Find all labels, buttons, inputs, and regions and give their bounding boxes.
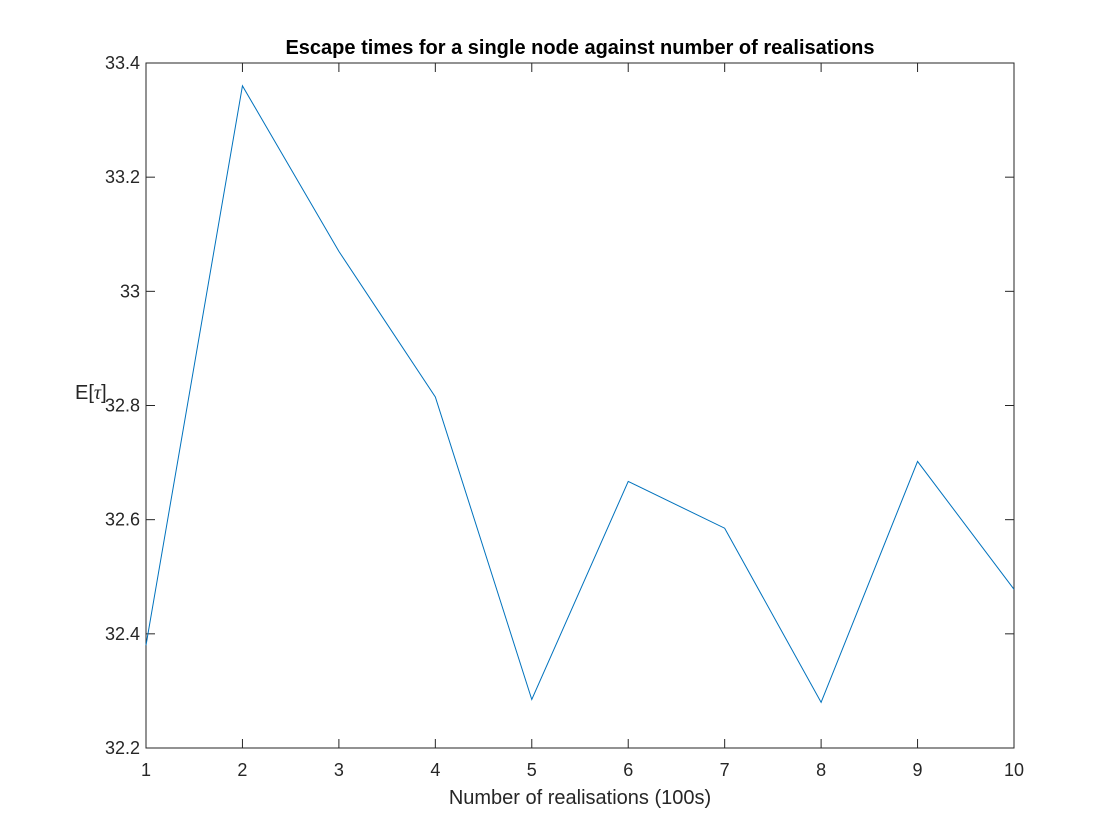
y-tick-label: 33.2 — [105, 167, 140, 187]
y-tick-label: 33 — [120, 281, 140, 301]
chart-title: Escape times for a single node against n… — [285, 37, 874, 59]
y-tick-label: 32.2 — [105, 738, 140, 758]
x-tick-label: 6 — [623, 760, 633, 780]
y-axis-label: E[τ] — [75, 382, 107, 404]
x-tick-label: 5 — [527, 760, 537, 780]
series-line — [145, 84, 1015, 704]
x-tick-label: 1 — [141, 760, 151, 780]
x-tick-label: 8 — [816, 760, 826, 780]
y-tick-label: 32.6 — [105, 510, 140, 530]
x-axis-ticks: 1 2 3 4 5 6 7 8 9 10 — [141, 63, 1024, 780]
plot-area — [145, 62, 1015, 749]
y-axis-ticks: 32.2 32.4 32.6 32.8 33 33.2 33.4 — [105, 53, 1014, 758]
x-tick-label: 10 — [1004, 760, 1024, 780]
x-tick-label: 2 — [237, 760, 247, 780]
x-axis-label: Number of realisations (100s) — [449, 787, 711, 809]
x-tick-label: 3 — [334, 760, 344, 780]
y-axis-label-prefix: E[ — [75, 382, 94, 404]
y-tick-label: 33.4 — [105, 53, 140, 73]
y-tick-label: 32.8 — [105, 396, 140, 416]
x-tick-label: 4 — [430, 760, 440, 780]
x-tick-label: 7 — [720, 760, 730, 780]
y-axis-label-suffix: ] — [101, 382, 107, 404]
y-axis-label-symbol: τ — [94, 382, 102, 404]
x-tick-label: 9 — [913, 760, 923, 780]
y-tick-label: 32.4 — [105, 624, 140, 644]
series-layer — [145, 84, 1015, 704]
